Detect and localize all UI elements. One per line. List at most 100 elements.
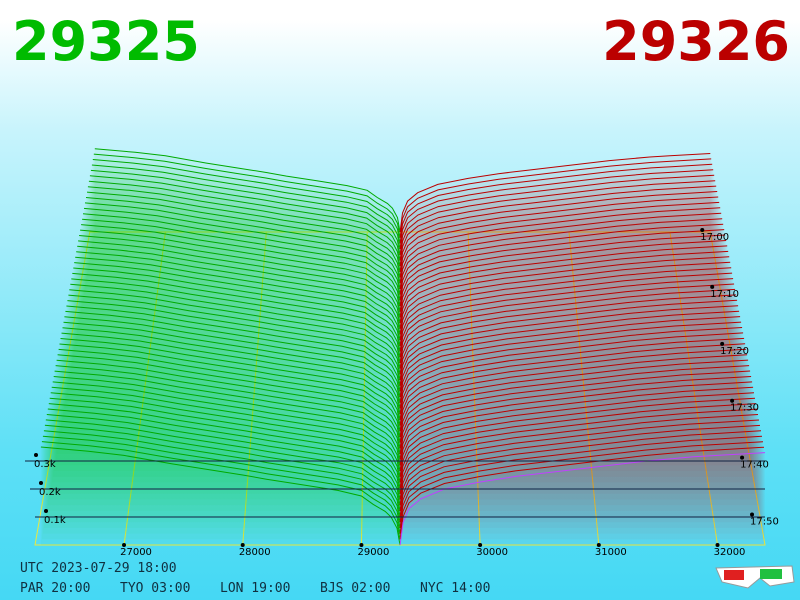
- bids-depth-line: [43, 430, 401, 528]
- bids-depth-line: [65, 310, 401, 403]
- bids-depth-line: [55, 365, 401, 460]
- grid-line: [360, 231, 368, 546]
- red-lens: [724, 570, 744, 580]
- bids-depth-line: [82, 218, 401, 307]
- city-time: LON 19:00: [220, 581, 290, 596]
- bids-depth-line: [71, 278, 401, 369]
- x-tick-mark: [359, 543, 364, 547]
- green-lens: [760, 569, 782, 579]
- bids-depth-line: [67, 300, 401, 392]
- bids-depth-line: [70, 283, 401, 375]
- z-tick-label: 0.1k: [44, 515, 66, 526]
- asks-depth-line: [399, 185, 717, 267]
- city-time: NYC 14:00: [420, 581, 490, 596]
- x-tick-mark: [240, 543, 245, 547]
- asks-depth-line: [399, 321, 742, 409]
- asks-depth-line: [399, 250, 729, 335]
- asks-depth-line: [399, 163, 713, 244]
- asks-depth-line: [399, 180, 716, 261]
- grid-line: [568, 231, 600, 546]
- asks-depth-line: [399, 158, 712, 238]
- bids-depth-line: [66, 305, 401, 398]
- asks-depth-line: [399, 245, 728, 329]
- bids-depth-line: [51, 386, 401, 483]
- asks-depth-line: [399, 223, 724, 307]
- city-time: PAR 20:00: [20, 581, 90, 596]
- asks-depth-line: [399, 169, 714, 250]
- bids-depth-line: [75, 256, 401, 346]
- asks-depth-line: [399, 397, 756, 489]
- x-tick-label: 27000: [120, 547, 152, 558]
- grid-line: [123, 231, 166, 546]
- asks-depth-line: [399, 153, 711, 233]
- asks-depth-line: [399, 337, 745, 426]
- x-tick-label: 29000: [358, 547, 390, 558]
- asks-depth-line: [399, 392, 755, 483]
- bids-depth-line: [77, 245, 401, 335]
- z-tick-mark: [34, 453, 38, 457]
- bids-depth-line: [92, 159, 401, 244]
- bids-depth-line: [73, 267, 401, 358]
- bids-depth-line: [79, 235, 401, 324]
- bids-depth-line: [90, 169, 401, 255]
- asks-depth-line: [399, 207, 721, 289]
- bids-depth-line: [80, 229, 401, 318]
- asks-depth-line: [399, 261, 731, 346]
- asks-depth-line: [399, 343, 746, 432]
- bids-depth-line: [64, 316, 401, 409]
- time-tick-label: 17:40: [740, 460, 769, 471]
- bids-depth-line: [87, 186, 401, 272]
- z-tick-mark: [39, 481, 43, 485]
- asks-depth-line: [399, 359, 749, 449]
- asks-depth-line: [399, 283, 735, 369]
- asks-depth-line: [399, 278, 734, 363]
- asks-depth-line: [399, 365, 750, 454]
- bids-depth-line: [74, 262, 401, 352]
- bids-depth-line: [52, 381, 401, 477]
- asks-depth-line: [399, 299, 738, 386]
- bids-depth-line: [57, 354, 401, 449]
- z-tick-label: 0.3k: [34, 459, 56, 470]
- bids-depth-line: [78, 240, 401, 329]
- asks-depth-line: [399, 196, 719, 278]
- asks-depth-line: [399, 174, 715, 255]
- z-tick-mark: [44, 509, 48, 513]
- asks-depth-line: [399, 267, 732, 352]
- asks-depth-line: [399, 327, 743, 415]
- bids-depth-line: [72, 272, 401, 363]
- grid-line: [242, 231, 267, 546]
- x-tick-label: 31000: [595, 547, 627, 558]
- asks-depth-line: [399, 354, 748, 443]
- bids-depth-line: [85, 197, 401, 284]
- asks-depth-line: [399, 452, 766, 546]
- asks-depth-line: [399, 234, 726, 318]
- time-tick-mark: [740, 455, 745, 460]
- asks-depth-line: [399, 381, 753, 472]
- asks-depth-line: [399, 430, 762, 523]
- grid-line: [669, 231, 719, 546]
- bids-depth-line: [53, 376, 401, 472]
- ask-price: 29326: [602, 10, 790, 73]
- 3d-glasses-icon: [715, 565, 795, 589]
- x-tick-mark: [715, 543, 720, 547]
- city-time: TYO 03:00: [120, 581, 190, 596]
- bids-depth-line: [82, 213, 401, 301]
- x-tick-mark: [122, 543, 127, 547]
- asks-depth-line: [399, 240, 727, 324]
- bids-depth-line: [81, 224, 401, 312]
- bids-depth-line: [93, 153, 401, 238]
- bids-depth-line: [46, 414, 401, 511]
- bids-depth-line: [42, 435, 401, 534]
- x-tick-mark: [596, 543, 601, 547]
- asks-depth-line: [399, 201, 720, 284]
- asks-depth-line: [399, 435, 763, 528]
- bids-depth-line: [59, 343, 401, 437]
- time-tick-label: 17:10: [710, 289, 739, 300]
- asks-depth-line: [399, 370, 751, 460]
- bids-depth-line: [56, 359, 401, 454]
- bids-depth-line: [49, 397, 401, 494]
- bids-depth-line: [41, 441, 401, 540]
- bids-depth-line: [63, 321, 401, 415]
